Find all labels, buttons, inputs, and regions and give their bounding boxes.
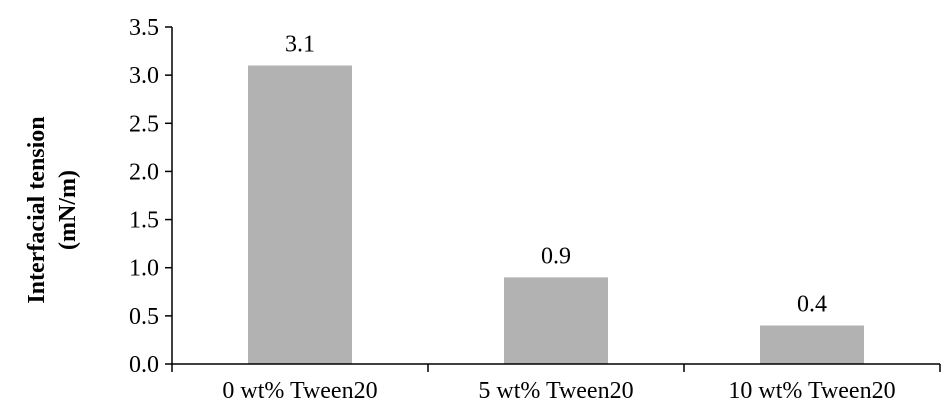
data-label-3: 0.4 — [797, 291, 827, 317]
y-tick-label-4: 2.0 — [129, 159, 159, 185]
x-tick-group: 0 wt% Tween20 5 wt% Tween20 10 wt% Tween20 — [171, 364, 941, 404]
y-tick-label-6: 3.0 — [129, 63, 159, 89]
x-category-label-1: 0 wt% Tween20 — [222, 378, 377, 404]
bar-3 — [760, 325, 864, 364]
y-axis-title-line-2: (mN/m) — [55, 170, 81, 250]
y-tick-group: 0.0 0.5 1.0 1.5 2.0 2.5 3.0 3.5 — [129, 15, 172, 378]
axes — [171, 27, 940, 365]
y-tick-label-7: 3.5 — [129, 15, 159, 41]
x-category-label-2: 5 wt% Tween20 — [478, 378, 633, 404]
bar-1 — [248, 65, 352, 364]
bar-group — [248, 65, 864, 364]
data-label-group: 3.1 0.9 0.4 — [285, 32, 827, 318]
y-tick-label-0: 0.0 — [129, 352, 159, 378]
y-tick-label-3: 1.5 — [129, 208, 159, 234]
y-tick-label-5: 2.5 — [129, 111, 159, 137]
y-tick-label-2: 1.0 — [129, 256, 159, 282]
y-axis-title-line-1: Interfacial tension — [24, 116, 50, 303]
x-category-label-3: 10 wt% Tween20 — [728, 378, 895, 404]
data-label-1: 3.1 — [285, 32, 315, 58]
y-axis-title: Interfacial tension (mN/m) — [24, 116, 81, 303]
bar-2 — [504, 277, 608, 364]
data-label-2: 0.9 — [541, 243, 571, 269]
y-tick-label-1: 0.5 — [129, 304, 159, 330]
